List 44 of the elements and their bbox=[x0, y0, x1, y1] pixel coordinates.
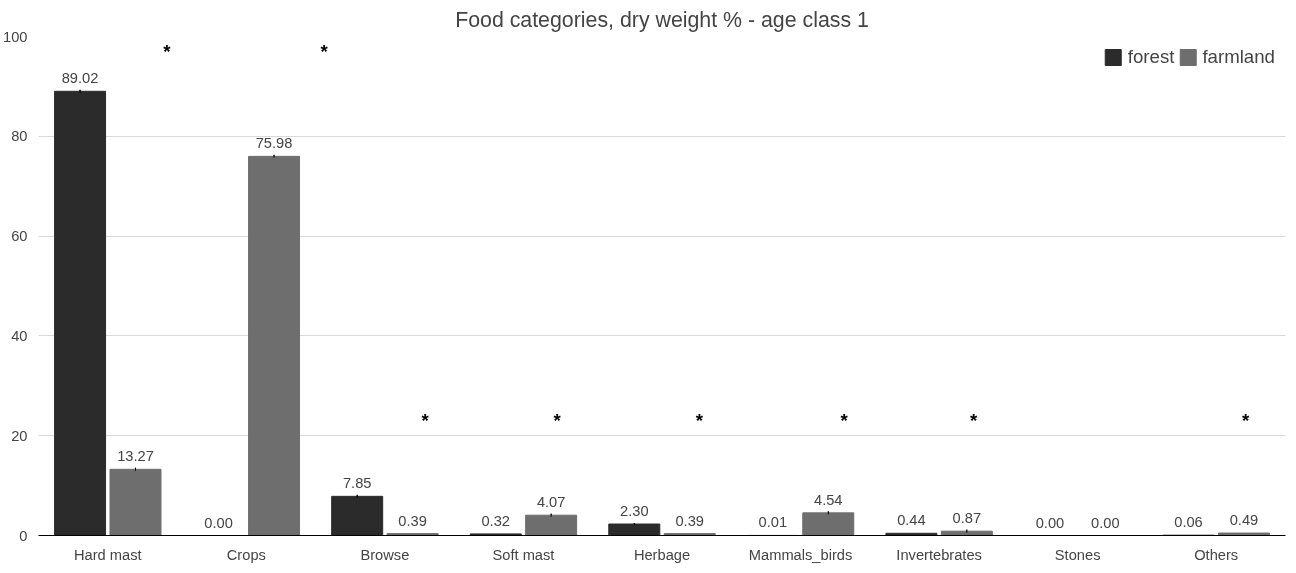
x-tick-label: Others bbox=[1194, 546, 1239, 563]
data-label: 0.87 bbox=[952, 510, 982, 527]
annotation: * bbox=[421, 410, 430, 432]
data-label: 0.00 bbox=[1035, 514, 1065, 531]
annotation: * bbox=[695, 410, 704, 432]
annotation: * bbox=[320, 40, 329, 62]
data-label: 89.02 bbox=[61, 70, 99, 87]
data-label: 7.85 bbox=[342, 475, 372, 492]
data-label: 0.39 bbox=[675, 512, 704, 529]
y-tick-label: 100 bbox=[3, 28, 28, 45]
y-tick-label: 80 bbox=[11, 128, 28, 145]
x-tick-label: Herbage bbox=[633, 546, 691, 563]
legend-label: forest bbox=[1127, 46, 1175, 68]
chart-title: Food categories, dry weight % - age class 1 bbox=[455, 7, 869, 32]
data-label: 0.49 bbox=[1229, 512, 1259, 529]
data-label: 75.98 bbox=[255, 135, 293, 152]
annotation: * bbox=[553, 410, 562, 432]
data-label: 0.00 bbox=[1091, 514, 1120, 531]
x-tick-label: Mammals_birds bbox=[748, 546, 853, 563]
data-label: 0.32 bbox=[481, 512, 510, 529]
x-tick-label: Hard mast bbox=[73, 546, 142, 563]
y-tick-label: 40 bbox=[11, 327, 28, 344]
data-label: 0.44 bbox=[897, 512, 926, 529]
y-tick-label: 60 bbox=[11, 228, 28, 245]
legend-label: farmland bbox=[1202, 46, 1275, 68]
data-label: 0.06 bbox=[1174, 514, 1203, 531]
data-label: 0.00 bbox=[204, 514, 233, 531]
y-tick-label: 0 bbox=[19, 527, 28, 544]
data-label: 0.01 bbox=[758, 514, 788, 531]
annotation: * bbox=[163, 40, 172, 62]
y-tick-label: 20 bbox=[11, 427, 28, 444]
data-label: 0.39 bbox=[398, 512, 427, 529]
annotation: * bbox=[970, 410, 979, 432]
data-label: 13.27 bbox=[117, 448, 154, 465]
data-label: 2.30 bbox=[620, 503, 649, 520]
annotation: * bbox=[840, 410, 849, 432]
x-tick-label: Crops bbox=[226, 546, 266, 563]
data-label: 4.54 bbox=[814, 491, 843, 508]
data-label: 4.07 bbox=[536, 494, 566, 511]
x-tick-label: Soft mast bbox=[492, 546, 555, 563]
annotation: * bbox=[1241, 410, 1250, 432]
x-tick-label: Stones bbox=[1054, 546, 1101, 563]
x-tick-label: Browse bbox=[360, 546, 410, 563]
x-tick-label: Invertebrates bbox=[896, 546, 982, 563]
